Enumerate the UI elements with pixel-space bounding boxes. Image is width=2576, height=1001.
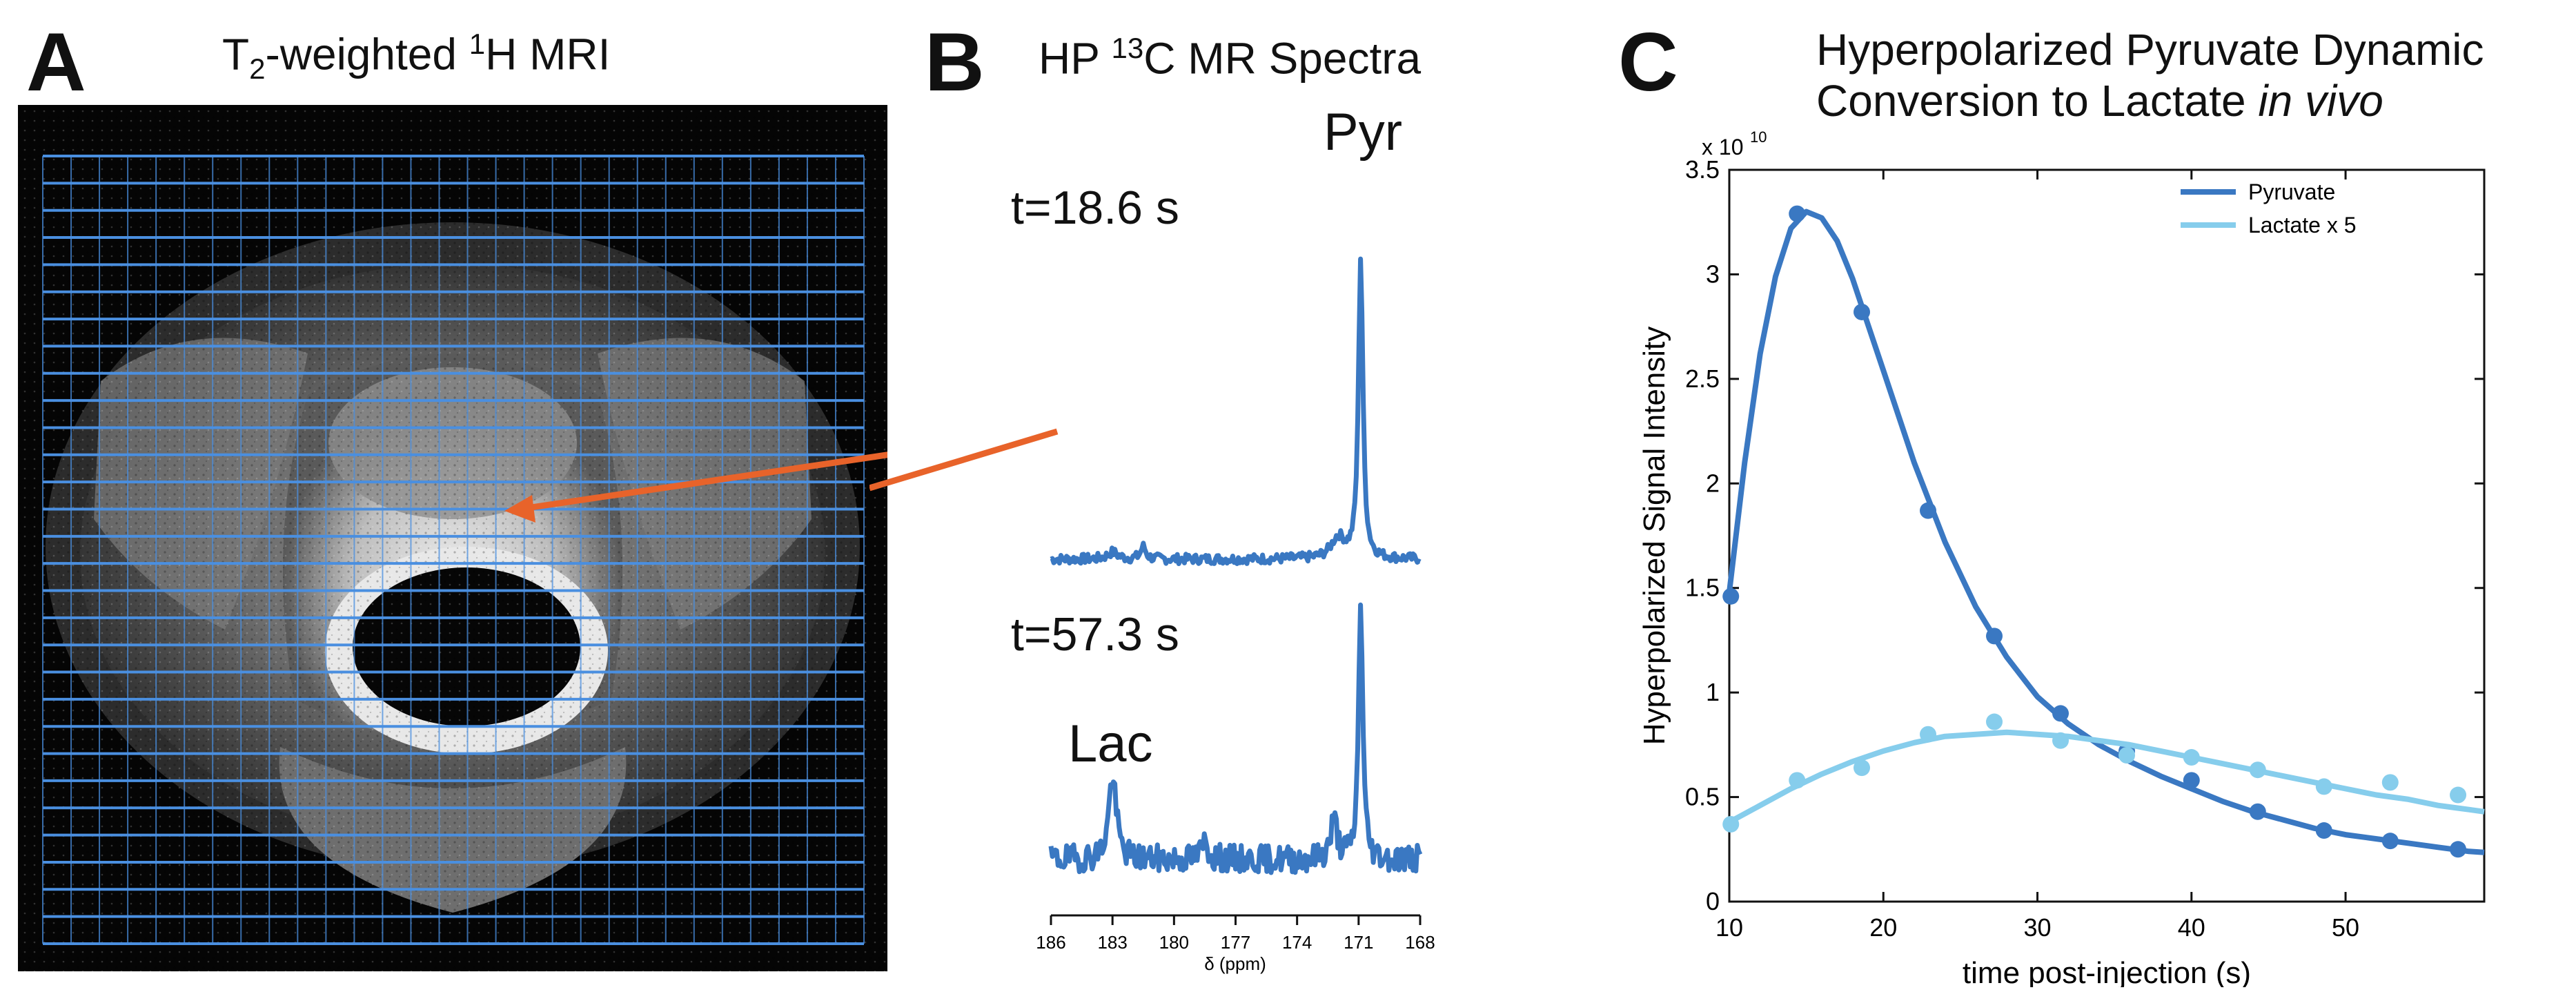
x-tick-label: 40 <box>2178 913 2205 942</box>
data-point-lactate <box>2118 747 2136 764</box>
legend-label: Lactate x 5 <box>2248 213 2357 237</box>
data-point-pyruvate <box>2381 833 2399 850</box>
panel-c-letter: C <box>1618 16 1678 108</box>
panel-b-title-part: HP <box>1039 33 1112 84</box>
panel-b-title: HP 13C MR Spectra <box>1039 32 1421 84</box>
panel-a-title: T2-weighted 1H MRI <box>222 28 610 86</box>
panel-a-title-sub: 2 <box>249 52 266 86</box>
dynamics-chart: 10 20 30 40 50 0 0.5 1 1.5 2 2.5 3 3.5x 10 10 time pos… <box>1638 128 2486 987</box>
fit-line-lactate <box>1728 729 2485 825</box>
y-axis-label: Hyperpolarized Signal Intensity <box>1638 327 1671 746</box>
mri-image <box>18 105 887 971</box>
data-point-lactate <box>2052 732 2069 749</box>
spectra-plot: 186 183 180 177 174 171 168 δ (ppm) <box>1036 256 1435 974</box>
panel-a-title-part: -weighted <box>265 29 469 79</box>
data-point-pyruvate <box>2450 841 2467 858</box>
data-point-lactate <box>2249 761 2266 779</box>
ppm-ticks: 186 183 180 177 174 171 168 <box>1036 915 1435 953</box>
panel-a-title-part: T <box>222 29 250 79</box>
y-multiplier: x 10 <box>1702 135 1743 159</box>
data-point-lactate <box>1986 713 2003 730</box>
x-tick-label: 30 <box>2024 913 2052 942</box>
ppm-tick-label: 177 <box>1221 932 1250 953</box>
panel-a-title-sup: 1 <box>469 28 486 60</box>
data-point-lactate <box>2183 749 2200 766</box>
y-tick-label: 3.5 <box>1685 155 1720 184</box>
x-tick-label: 20 <box>1869 913 1897 942</box>
data-point-pyruvate <box>1789 205 1806 222</box>
voxel-arrow-head <box>504 495 535 523</box>
y-tick-label: 0.5 <box>1685 783 1720 811</box>
y-tick-label: 2.5 <box>1685 365 1720 393</box>
spectrum-t18 <box>1050 256 1422 566</box>
y-tick-label: 0 <box>1706 887 1720 915</box>
data-point-lactate <box>2381 774 2399 791</box>
y-tick-label: 3 <box>1706 260 1720 288</box>
legend-label: Pyruvate <box>2248 179 2335 204</box>
mri-noise <box>18 105 887 971</box>
peak-label-pyr: Pyr <box>1324 103 1402 162</box>
panel-a-letter: A <box>26 16 86 108</box>
panel-c-title-line1: Hyperpolarized Pyruvate Dynamic <box>1816 25 2484 75</box>
voxel-arrow-line <box>521 451 887 512</box>
data-point-pyruvate <box>2183 772 2200 789</box>
voxel-arrow-tail <box>869 428 1059 492</box>
spectrum-time-1: t=18.6 s <box>1011 182 1179 234</box>
data-point-pyruvate <box>2052 705 2069 722</box>
panel-c-title-line2-em: in vivo <box>2258 75 2383 126</box>
ppm-tick-label: 174 <box>1282 932 1312 953</box>
peak-label-lac: Lac <box>1068 715 1153 773</box>
data-point-lactate <box>1854 759 1871 777</box>
y-tick-label: 1.5 <box>1685 574 1720 602</box>
y-tick-label: 2 <box>1706 469 1720 497</box>
voxel-arrow-tail-line <box>869 428 1059 492</box>
spectrum-t57 <box>1048 602 1423 875</box>
ppm-axis-label: δ (ppm) <box>1204 953 1266 974</box>
ppm-tick-label: 180 <box>1159 932 1189 953</box>
panel-b-letter: B <box>925 16 985 108</box>
ppm-tick-label: 171 <box>1344 932 1373 953</box>
ppm-tick-label: 183 <box>1097 932 1127 953</box>
data-point-pyruvate <box>1722 587 1740 605</box>
y-multiplier-exp: 10 <box>1750 128 1767 146</box>
data-point-pyruvate <box>2315 822 2332 839</box>
ppm-tick-label: 168 <box>1405 932 1435 953</box>
x-axis-label: time post-injection (s) <box>1963 956 2251 987</box>
data-point-pyruvate <box>1920 502 1937 519</box>
mri-csi-grid <box>42 155 865 945</box>
data-point-lactate <box>2315 778 2332 795</box>
panel-a-title-part: H MRI <box>485 29 611 79</box>
data-point-lactate <box>1920 726 1937 743</box>
panel-c-title: Hyperpolarized Pyruvate Dynamic Conversi… <box>1816 25 2484 126</box>
plot-frame <box>1728 168 2486 903</box>
x-tick-label: 50 <box>2332 913 2359 942</box>
data-point-lactate <box>2450 786 2467 804</box>
data-point-pyruvate <box>2249 803 2266 820</box>
panel-b-title-sup: 13 <box>1111 32 1144 64</box>
data-point-pyruvate <box>1986 628 2003 645</box>
data-point-lactate <box>1789 772 1806 789</box>
panel-c-title-line2: Conversion to Lactate in vivo <box>1816 76 2484 127</box>
fit-line-pyruvate <box>1727 208 2485 855</box>
panel-c-title-line2-text: Conversion to Lactate <box>1816 75 2259 126</box>
panel-b-title-part: C MR Spectra <box>1143 33 1422 84</box>
data-point-pyruvate <box>1854 303 1871 320</box>
x-tick-label: 10 <box>1715 913 1743 942</box>
y-tick-label: 1 <box>1706 678 1720 706</box>
data-point-lactate <box>1722 815 1740 833</box>
spectrum-time-2: t=57.3 s <box>1011 608 1179 661</box>
ppm-tick-label: 186 <box>1036 932 1065 953</box>
